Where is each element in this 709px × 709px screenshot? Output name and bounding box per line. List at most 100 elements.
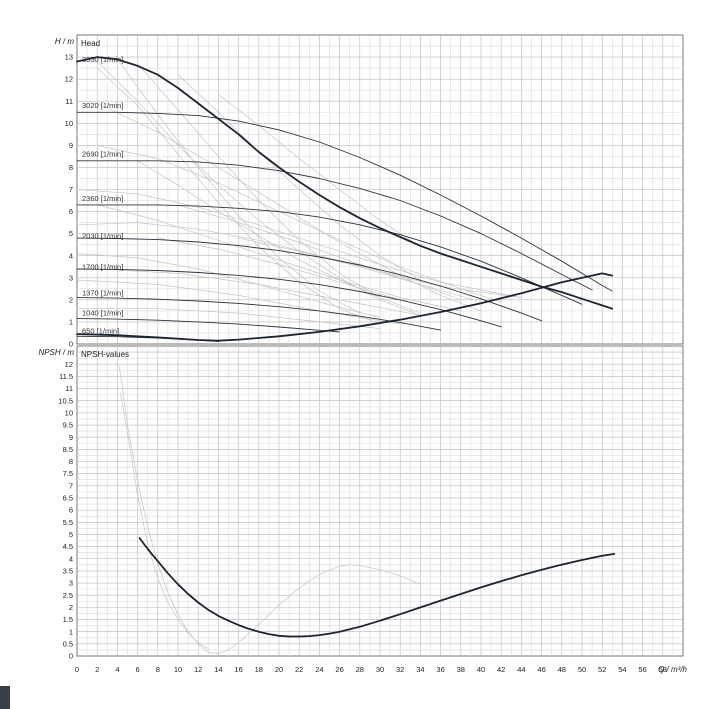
npsh-y-tick-label: 2.5 (63, 591, 73, 600)
speed-label: 3350 [1/min] (82, 55, 123, 64)
head-y-tick-label: 0 (69, 340, 73, 349)
head-faint-curve (218, 94, 421, 248)
npsh-y-tick-label: 3 (69, 579, 73, 588)
head-title: Head (81, 39, 100, 48)
head-faint-curve (76, 253, 381, 318)
head-faint-curve (177, 74, 421, 281)
head-faint-curve (76, 308, 381, 329)
x-tick-label: 44 (517, 665, 525, 674)
x-axis-label: Q / m³/h (658, 665, 687, 674)
npsh-y-tick-label: 10 (65, 408, 73, 417)
npsh-y-tick-label: 2 (69, 603, 73, 612)
head-faint-curve (96, 204, 462, 312)
head-y-tick-label: 12 (65, 75, 73, 84)
npsh-y-tick-label: 1 (69, 627, 73, 636)
x-tick-label: 6 (136, 665, 140, 674)
x-tick-label: 48 (558, 665, 566, 674)
head-faint-curve (157, 237, 401, 301)
npsh-y-tick-label: 11.5 (59, 372, 73, 381)
head-speed-curve (76, 318, 341, 333)
head-y-tick-label: 5 (69, 229, 73, 238)
x-tick-label: 54 (618, 665, 626, 674)
head-y-tick-label: 4 (69, 251, 73, 260)
head-faint-curve (96, 268, 421, 316)
head-y-tick-label: 3 (69, 273, 73, 282)
x-tick-label: 38 (457, 665, 465, 674)
head-faint-curve (96, 145, 502, 303)
x-tick-label: 24 (315, 665, 323, 674)
npsh-y-tick-label: 4 (69, 554, 73, 563)
faint-curves (76, 58, 522, 654)
npsh-y-tick-label: 5 (69, 530, 73, 539)
npsh-envelope-curve (138, 537, 616, 638)
x-tick-label: 50 (578, 665, 586, 674)
speed-label: 650 [1/min] (82, 326, 119, 335)
npsh-y-axis-label: NPSH / m (38, 348, 74, 357)
x-tick-label: 22 (295, 665, 303, 674)
x-tick-label: 10 (174, 665, 182, 674)
head-faint-curve (117, 58, 361, 314)
head-y-tick-label: 9 (69, 141, 73, 150)
head-y-tick-label: 2 (69, 295, 73, 304)
head-faint-curve (96, 103, 482, 312)
head-speed-curve (76, 297, 442, 331)
npsh-y-tick-label: 9 (69, 433, 73, 442)
x-tick-label: 40 (477, 665, 485, 674)
head-speed-curve (76, 111, 613, 292)
head-y-tick-label: 6 (69, 207, 73, 216)
head-faint-curve (177, 204, 462, 301)
speed-label: 1370 [1/min] (82, 289, 123, 298)
speed-label: 3020 [1/min] (82, 101, 123, 110)
x-tick-label: 0 (75, 665, 79, 674)
x-tick-label: 58 (659, 665, 667, 674)
npsh-faint-curve (120, 393, 209, 650)
chart-grid (77, 35, 683, 656)
npsh-y-tick-label: 8.5 (63, 445, 73, 454)
npsh-y-tick-label: 7.5 (63, 469, 73, 478)
x-tick-label: 30 (376, 665, 384, 674)
x-tick-label: 52 (598, 665, 606, 674)
head-y-tick-label: 11 (65, 97, 73, 106)
npsh-y-tick-label: 9.5 (63, 421, 73, 430)
head-faint-curve (76, 279, 401, 325)
npsh-y-tick-label: 1.5 (63, 615, 73, 624)
speed-label: 1700 [1/min] (82, 262, 123, 271)
x-tick-label: 26 (335, 665, 343, 674)
npsh-y-tick-label: 3.5 (63, 567, 73, 576)
head-faint-curve (76, 222, 522, 298)
head-y-tick-label: 10 (65, 119, 73, 128)
head-y-tick-label: 13 (65, 53, 73, 62)
npsh-faint-curve (119, 366, 421, 654)
head-y-tick-label: 7 (69, 185, 73, 194)
npsh-y-tick-label: 0.5 (63, 639, 73, 648)
window-corner-block (0, 686, 10, 709)
head-faint-curve (137, 63, 381, 298)
x-tick-label: 36 (436, 665, 444, 674)
head-speed-curve (76, 204, 583, 305)
x-tick-label: 12 (194, 665, 202, 674)
x-tick-label: 46 (537, 665, 545, 674)
x-tick-label: 4 (115, 665, 119, 674)
npsh-y-tick-label: 6.5 (63, 494, 73, 503)
x-tick-label: 20 (275, 665, 283, 674)
speed-curves (76, 111, 613, 342)
npsh-y-tick-label: 12 (65, 360, 73, 369)
head-faint-curve (238, 237, 482, 303)
envelope-curves (76, 56, 616, 638)
head-speed-curve (76, 160, 593, 291)
head-envelope-curve (76, 56, 614, 310)
x-tick-label: 28 (356, 665, 364, 674)
x-tick-label: 18 (255, 665, 263, 674)
head-y-axis-label: H / m (55, 37, 74, 46)
npsh-y-tick-label: 6 (69, 506, 73, 515)
head-y-tick-label: 8 (69, 163, 73, 172)
x-tick-label: 42 (497, 665, 505, 674)
x-tick-label: 34 (416, 665, 424, 674)
speed-label: 2360 [1/min] (82, 194, 123, 203)
x-tick-label: 56 (638, 665, 646, 674)
npsh-y-tick-label: 7 (69, 481, 73, 490)
x-tick-label: 14 (214, 665, 222, 674)
npsh-title: NPSH-values (81, 350, 129, 359)
npsh-y-tick-label: 4.5 (63, 542, 73, 551)
